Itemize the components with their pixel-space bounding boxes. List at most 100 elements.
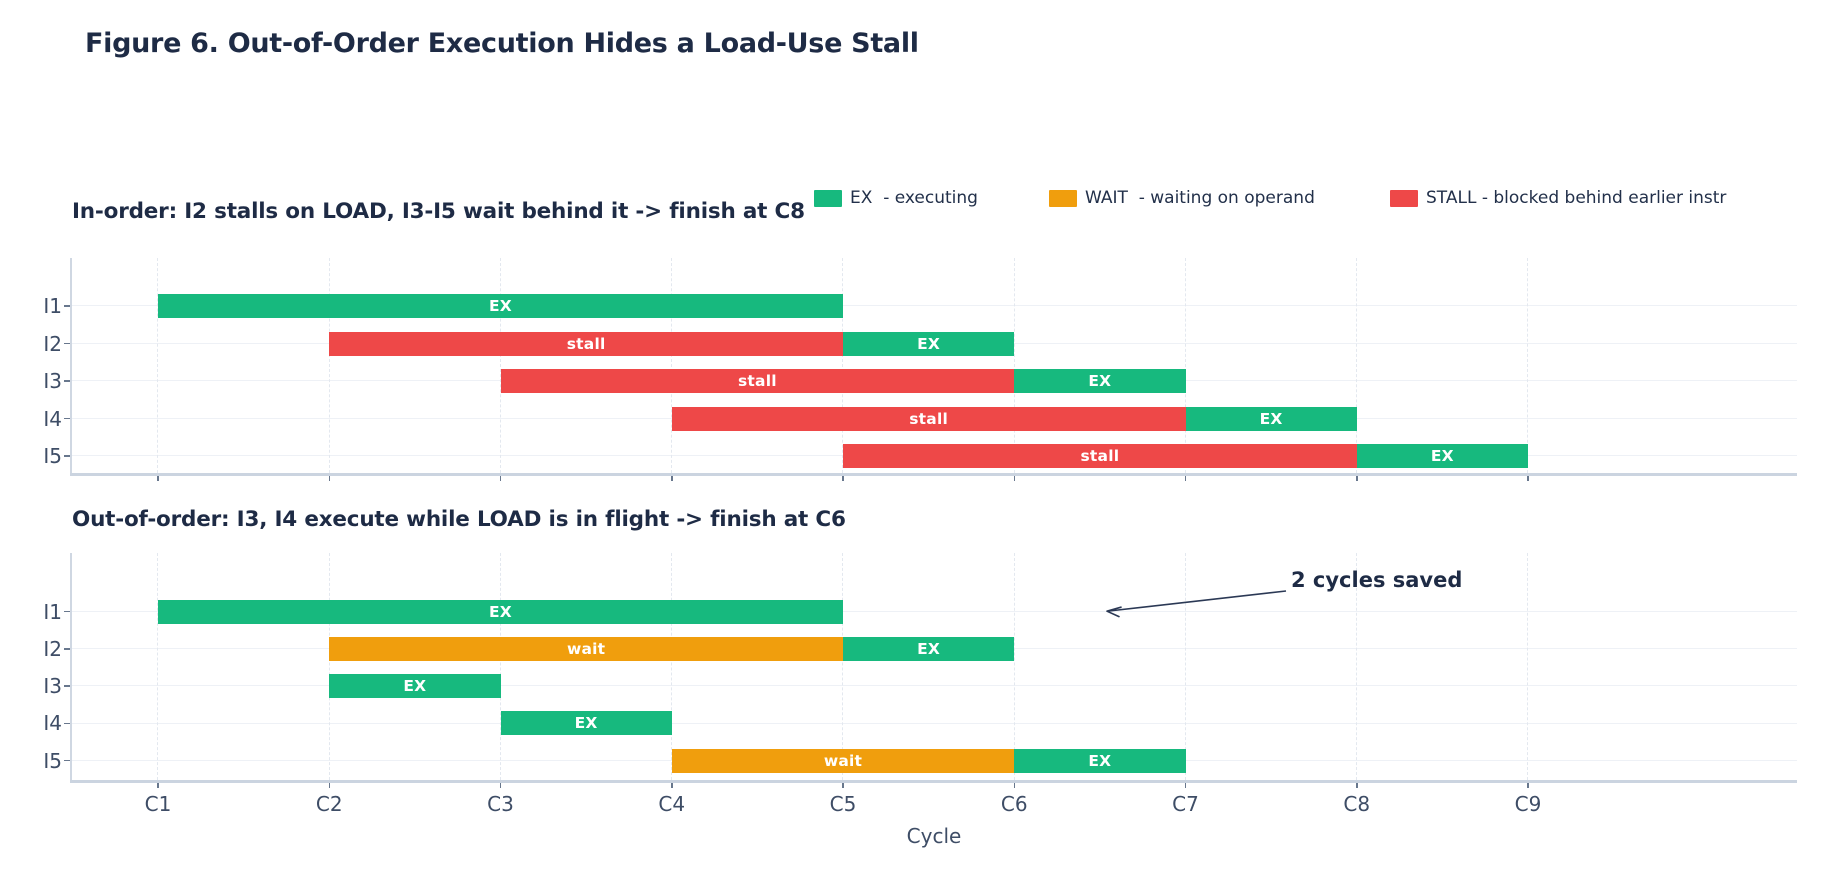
gridline-vertical	[499, 258, 501, 473]
gridline-vertical	[1356, 258, 1357, 473]
row-label: I5	[43, 748, 62, 773]
inorder-chart-title: In-order: I2 stalls on LOAD, I3-I5 wait …	[72, 199, 805, 224]
gridline-vertical	[157, 553, 159, 780]
gridline-vertical	[1013, 553, 1015, 780]
gantt-bar: EX	[1014, 369, 1186, 393]
bar-label: EX	[403, 677, 427, 696]
x-tick-label: C3	[487, 792, 514, 816]
row-label: I2	[43, 331, 62, 356]
row-label: I4	[43, 406, 62, 431]
x-tick-mark	[1356, 475, 1358, 481]
x-axis-line	[70, 473, 1797, 476]
figure-title: Figure 6. Out-of-Order Execution Hides a…	[85, 28, 919, 59]
x-tick-mark	[328, 782, 330, 788]
x-tick-mark	[842, 782, 844, 788]
bar-label: wait	[566, 639, 606, 658]
gridline-horizontal	[72, 722, 1797, 724]
bar-label: EX	[917, 334, 941, 353]
gantt-bar: EX	[843, 636, 1015, 661]
y-tick-mark	[64, 380, 71, 382]
bar-label: EX	[1088, 372, 1112, 390]
wait-swatch-icon	[1049, 189, 1077, 207]
y-tick-mark	[64, 685, 71, 687]
x-tick-mark	[842, 475, 844, 481]
y-axis-line	[70, 553, 72, 780]
gantt-bar: stall	[329, 331, 843, 356]
gridline-vertical	[1184, 258, 1186, 473]
bar-label: EX	[1259, 409, 1283, 428]
gantt-bar: EX	[500, 711, 672, 736]
gantt-bar: stall	[671, 406, 1186, 431]
annotation-text: 2 cycles saved	[1291, 568, 1463, 592]
gridline-horizontal	[72, 610, 1797, 612]
x-tick-label: C4	[658, 792, 686, 816]
gantt-bar: wait	[329, 636, 843, 661]
bar-label: wait	[823, 751, 863, 770]
x-tick-mark	[1527, 475, 1529, 481]
x-tick-label: C1	[144, 792, 172, 816]
gridline-vertical	[1184, 553, 1186, 780]
bar-label: EX	[489, 602, 512, 621]
row-label: I1	[43, 599, 62, 624]
x-tick-mark	[499, 475, 502, 481]
y-tick-mark	[64, 417, 71, 420]
row-label: I2	[43, 636, 62, 661]
x-tick-mark	[1356, 782, 1358, 788]
row-label: I3	[43, 674, 62, 699]
bar-label: EX	[1430, 447, 1454, 465]
gridline-vertical	[842, 258, 844, 473]
y-tick-mark	[64, 759, 71, 762]
annotation-arrow-icon	[1106, 590, 1287, 618]
y-axis-line	[70, 258, 72, 473]
gantt-bar: EX	[1185, 406, 1357, 431]
y-tick-mark	[64, 610, 71, 613]
x-tick-mark	[499, 782, 502, 788]
gantt-bar: EX	[843, 331, 1015, 356]
ex-swatch-icon	[814, 189, 842, 207]
legend-label-ex: EX - executing	[850, 188, 978, 208]
gantt-bar: stall	[843, 444, 1357, 468]
gridline-vertical	[671, 258, 672, 473]
legend-item-stall: STALL - blocked behind earlier instr	[1390, 187, 1726, 209]
x-tick-mark	[1527, 782, 1529, 788]
x-tick-mark	[328, 475, 330, 481]
x-tick-label: C7	[1172, 792, 1199, 816]
x-tick-mark	[671, 475, 673, 481]
gridline-horizontal	[72, 685, 1797, 687]
bar-label: stall	[566, 334, 606, 353]
gantt-bar: EX	[158, 294, 843, 318]
row-label: I5	[43, 444, 62, 468]
x-tick-label: C6	[1000, 792, 1028, 816]
x-tick-mark	[157, 782, 159, 788]
y-tick-mark	[64, 455, 71, 457]
gridline-vertical	[671, 553, 672, 780]
y-tick-mark	[64, 648, 71, 650]
bar-label: EX	[574, 714, 598, 733]
x-tick-label: C9	[1514, 792, 1542, 816]
gridline-vertical	[1356, 553, 1357, 780]
row-label: I3	[43, 369, 62, 393]
gridline-vertical	[842, 553, 844, 780]
x-tick-mark	[671, 782, 673, 788]
x-tick-label: C5	[829, 792, 857, 816]
bar-label: stall	[1080, 447, 1120, 465]
gridline-vertical	[157, 258, 159, 473]
legend-label-wait: WAIT - waiting on operand	[1085, 188, 1315, 208]
x-tick-mark	[1013, 475, 1015, 481]
y-tick-mark	[64, 342, 71, 345]
x-tick-mark	[157, 475, 159, 481]
gridline-vertical	[328, 553, 330, 780]
bar-label: EX	[489, 297, 512, 315]
x-axis-line	[70, 780, 1797, 783]
bar-label: EX	[917, 639, 941, 658]
row-label: I4	[43, 711, 62, 736]
ooo-chart-title: Out-of-order: I3, I4 execute while LOAD …	[72, 507, 846, 532]
bar-label: stall	[738, 372, 777, 390]
gantt-bar: stall	[500, 369, 1015, 393]
y-tick-mark	[64, 722, 71, 725]
gantt-bar: EX	[329, 674, 501, 699]
gridline-vertical	[1013, 258, 1015, 473]
y-tick-mark	[64, 305, 71, 307]
gridline-horizontal	[72, 305, 1797, 307]
